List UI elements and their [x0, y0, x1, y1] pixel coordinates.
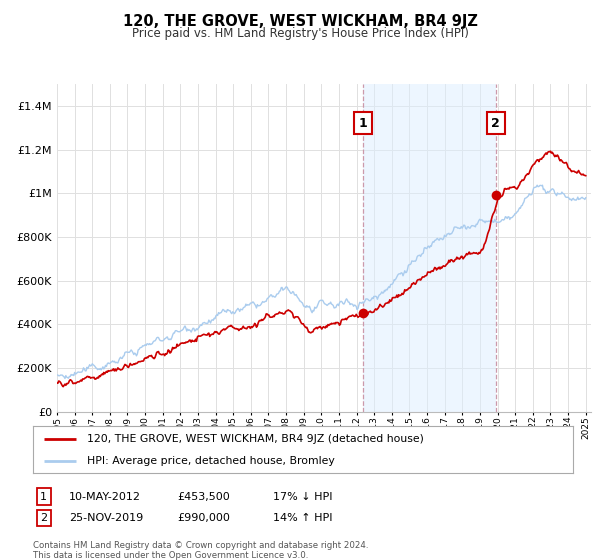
Text: 120, THE GROVE, WEST WICKHAM, BR4 9JZ (detached house): 120, THE GROVE, WEST WICKHAM, BR4 9JZ (d…: [87, 434, 424, 444]
Text: Price paid vs. HM Land Registry's House Price Index (HPI): Price paid vs. HM Land Registry's House …: [131, 27, 469, 40]
Text: 1: 1: [40, 492, 47, 502]
Text: 2: 2: [40, 513, 47, 523]
Text: £453,500: £453,500: [177, 492, 230, 502]
Text: 120, THE GROVE, WEST WICKHAM, BR4 9JZ: 120, THE GROVE, WEST WICKHAM, BR4 9JZ: [122, 14, 478, 29]
Text: 25-NOV-2019: 25-NOV-2019: [69, 513, 143, 523]
Text: 17% ↓ HPI: 17% ↓ HPI: [273, 492, 332, 502]
Text: 14% ↑ HPI: 14% ↑ HPI: [273, 513, 332, 523]
Text: Contains HM Land Registry data © Crown copyright and database right 2024.
This d: Contains HM Land Registry data © Crown c…: [33, 541, 368, 560]
Text: £990,000: £990,000: [177, 513, 230, 523]
Text: 1: 1: [359, 117, 367, 130]
Text: HPI: Average price, detached house, Bromley: HPI: Average price, detached house, Brom…: [87, 456, 335, 466]
Bar: [363, 84, 496, 412]
Text: 10-MAY-2012: 10-MAY-2012: [69, 492, 141, 502]
Text: 2: 2: [491, 117, 500, 130]
